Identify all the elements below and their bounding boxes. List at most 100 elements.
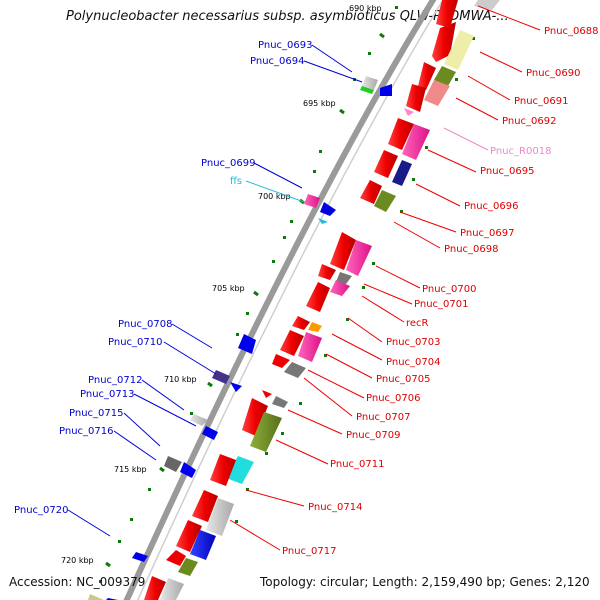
gene-labels-right: Pnuc_0688 Pnuc_0690 Pnuc_0691 Pnuc_0692 …	[282, 26, 598, 557]
label-Pnuc_0701: Pnuc_0701	[414, 299, 468, 310]
gene-0720	[132, 552, 148, 562]
genome-backbone-inner	[136, 0, 444, 600]
gene-0696b	[392, 160, 412, 186]
label-Pnuc_0696: Pnuc_0696	[464, 201, 518, 212]
gene-0690	[444, 30, 474, 70]
gene-0718b	[190, 530, 216, 560]
label-Pnuc_R0018: Pnuc_R0018	[490, 146, 551, 157]
label-Pnuc_0698: Pnuc_0698	[444, 244, 498, 255]
label-Pnuc_0720: Pnuc_0720	[14, 505, 68, 516]
gene-0701b	[336, 272, 352, 284]
label-Pnuc_0716: Pnuc_0716	[59, 426, 113, 437]
gene-0706	[272, 354, 290, 368]
tick-marks	[105, 32, 385, 568]
tick-label-710: 710 kbp	[164, 375, 197, 384]
gene-0691b	[434, 66, 456, 86]
gene-0711	[242, 398, 268, 436]
gene-0705	[298, 332, 322, 362]
label-Pnuc_0713: Pnuc_0713	[80, 389, 134, 400]
label-Pnuc_0711: Pnuc_0711	[330, 459, 384, 470]
gene-0697b	[374, 190, 396, 212]
gene-0715	[164, 456, 182, 472]
gene-0711b	[250, 412, 282, 452]
label-recR: recR	[406, 318, 429, 329]
gene-0700	[330, 232, 356, 270]
gene-0696	[374, 150, 398, 178]
gene-0713	[202, 426, 218, 440]
gene-0699	[304, 194, 320, 208]
gene-0692	[424, 80, 450, 106]
accession-text: Accession: NC_009379	[9, 575, 146, 589]
tick-label-695: 695 kbp	[303, 99, 336, 108]
label-Pnuc_0693: Pnuc_0693	[258, 40, 312, 51]
label-Pnuc_0712: Pnuc_0712	[88, 375, 142, 386]
rrna-R0018	[404, 108, 414, 116]
label-Pnuc_0692: Pnuc_0692	[502, 116, 556, 127]
label-Pnuc_0690: Pnuc_0690	[526, 68, 580, 79]
gene-0710	[212, 370, 230, 384]
label-ffs: ffs	[230, 176, 242, 187]
gene-0701	[318, 264, 336, 280]
leader-lines-right	[229, 5, 541, 551]
map-title: Polynucleobacter necessarius subsp. asym…	[66, 9, 509, 24]
rna-ffs	[318, 218, 328, 224]
gene-0721	[144, 576, 166, 600]
gene-0695b	[402, 124, 430, 160]
label-Pnuc_0714: Pnuc_0714	[308, 502, 362, 513]
label-Pnuc_0700: Pnuc_0700	[422, 284, 476, 295]
tick-label-690: 690 kbp	[349, 4, 382, 13]
label-Pnuc_0704: Pnuc_0704	[386, 357, 440, 368]
label-Pnuc_0688: Pnuc_0688	[544, 26, 598, 37]
gene-0689	[436, 0, 458, 28]
reverse-strand-genes	[88, 76, 392, 600]
gene-0717b	[206, 498, 234, 536]
gene-0693	[362, 76, 378, 90]
label-Pnuc_0710: Pnuc_0710	[108, 337, 162, 348]
label-Pnuc_0708: Pnuc_0708	[118, 319, 172, 330]
gene-0714b	[210, 454, 236, 486]
tick-label-700: 700 kbp	[258, 192, 291, 201]
gene-0695	[388, 118, 414, 150]
gene-0704b	[308, 322, 322, 332]
gene-0717	[192, 490, 218, 522]
label-Pnuc_0691: Pnuc_0691	[514, 96, 568, 107]
gene-0704	[292, 316, 310, 330]
gene-0688	[474, 0, 500, 10]
gene-0709b	[272, 396, 288, 408]
gene-0694	[360, 86, 374, 94]
label-Pnuc_0717: Pnuc_0717	[282, 546, 336, 557]
tick-dots-inner	[235, 37, 475, 523]
gene-0698	[370, 188, 378, 200]
gene-0709	[262, 390, 272, 398]
gene-0722	[88, 594, 104, 600]
gene-recR	[330, 280, 350, 296]
label-Pnuc_0705: Pnuc_0705	[376, 374, 430, 385]
gene-0692b	[406, 84, 426, 112]
label-Pnuc_0695: Pnuc_0695	[480, 166, 534, 177]
gene-0708	[238, 334, 256, 354]
label-Pnuc_0699: Pnuc_0699	[201, 158, 255, 169]
gene-0703	[306, 282, 330, 312]
label-Pnuc_0709: Pnuc_0709	[346, 430, 400, 441]
tick-label-705: 705 kbp	[212, 284, 245, 293]
label-Pnuc_0715: Pnuc_0715	[69, 408, 123, 419]
tick-dots-outer	[99, 6, 398, 583]
gene-0700b	[346, 240, 372, 276]
label-Pnuc_0706: Pnuc_0706	[366, 393, 420, 404]
gene-0707	[284, 362, 306, 378]
gene-0719b	[178, 558, 198, 576]
gene-0714	[226, 456, 254, 484]
gene-0710b	[230, 382, 242, 392]
tick-label-715: 715 kbp	[114, 465, 147, 474]
gene-0719	[166, 550, 186, 566]
gene-0712	[190, 414, 208, 426]
topology-text: Topology: circular; Length: 2,159,490 bp…	[260, 575, 590, 589]
gene-0718	[176, 520, 202, 552]
gene-0691	[418, 62, 436, 90]
tick-label-720: 720 kbp	[61, 556, 94, 565]
gene-0694b	[380, 84, 392, 96]
gene-0705b	[280, 330, 304, 356]
forward-strand-genes	[144, 0, 500, 600]
